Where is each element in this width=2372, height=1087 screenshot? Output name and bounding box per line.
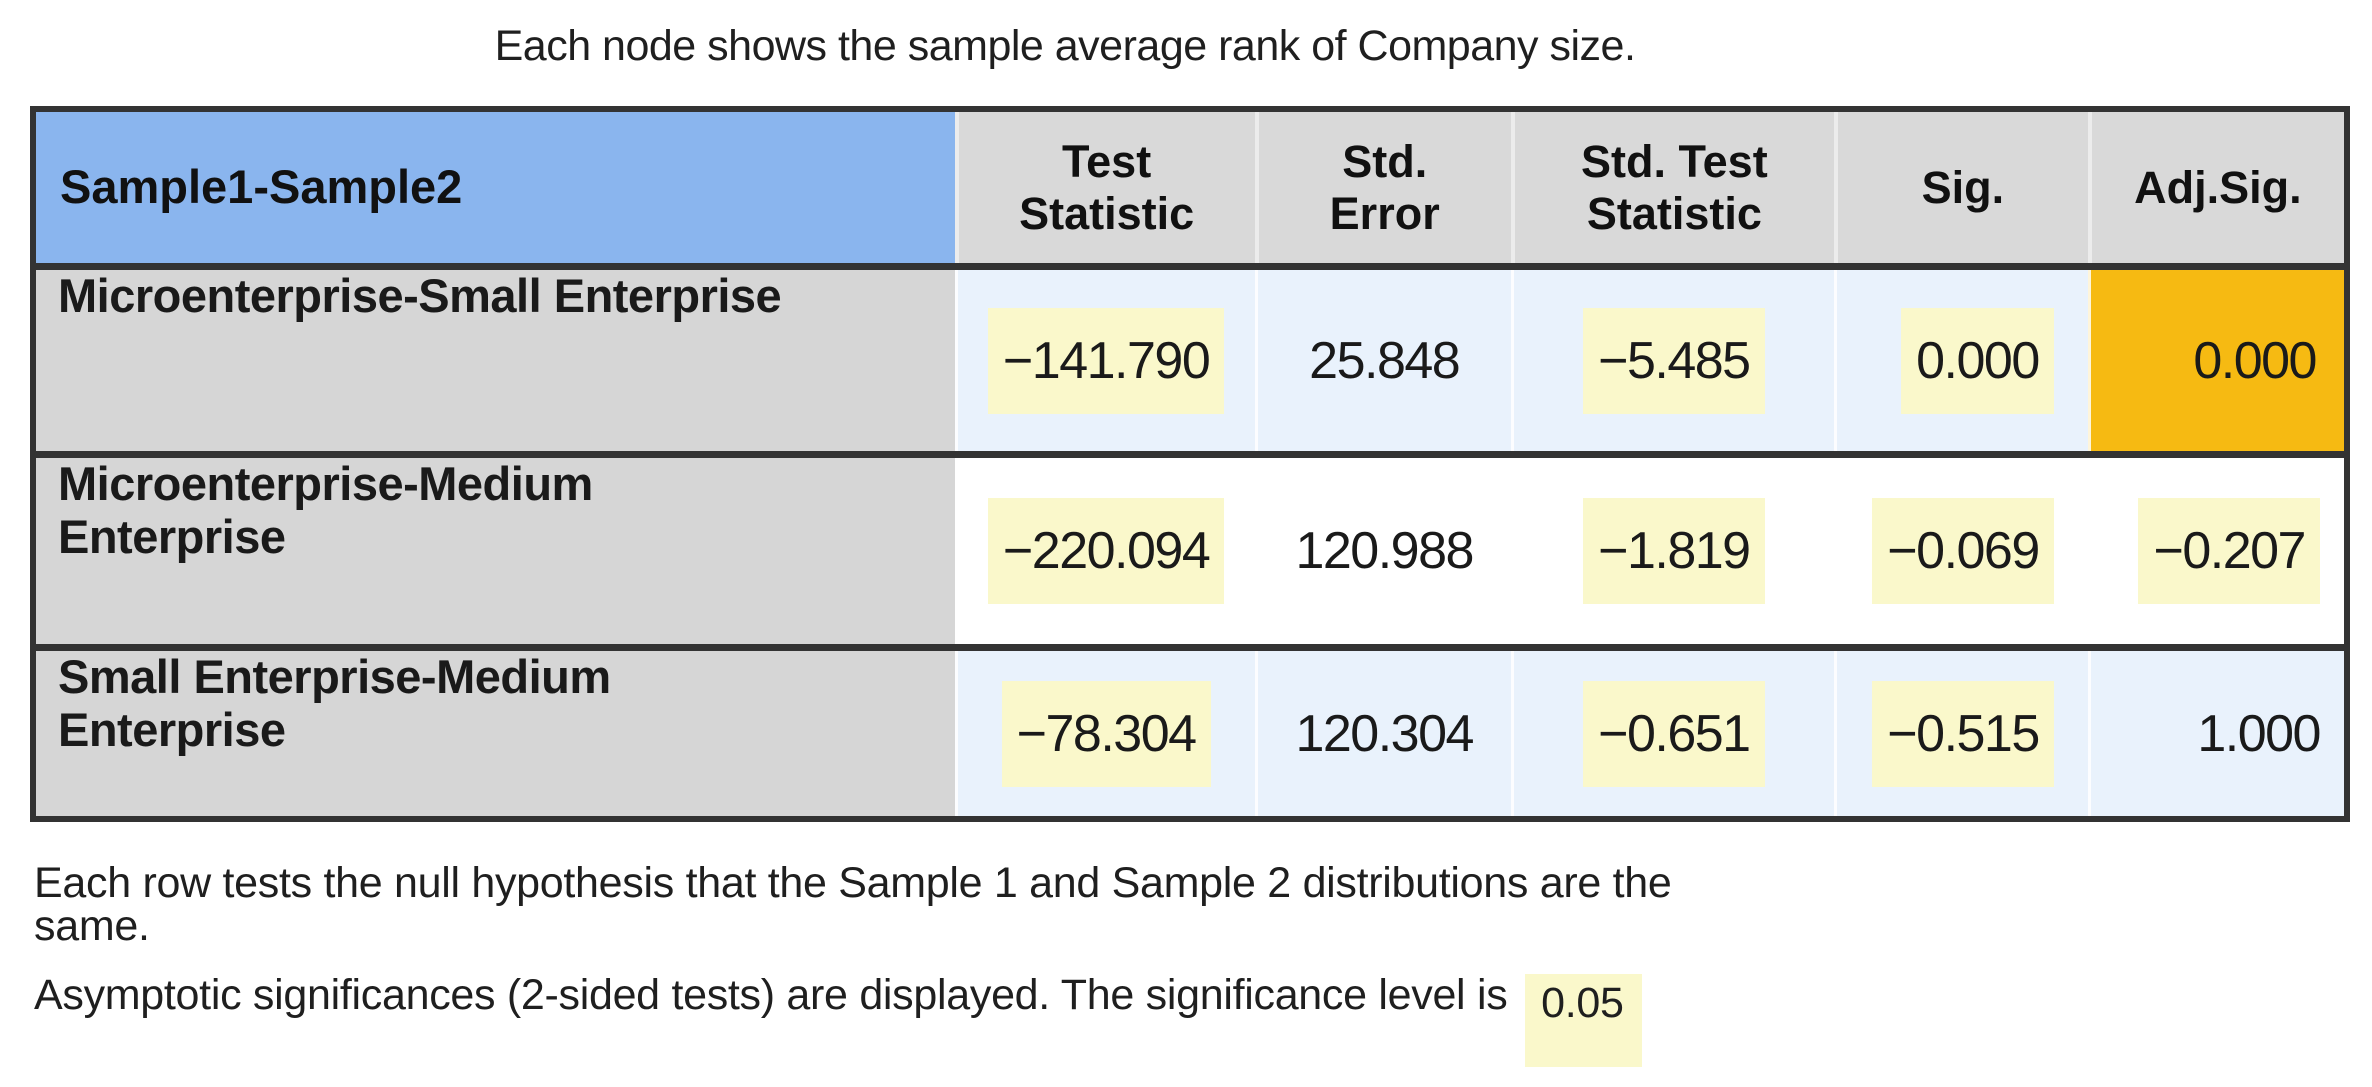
value-adj-sig: −0.207 xyxy=(2087,458,2344,644)
pairwise-comparisons-table: Sample1-Sample2 Test Statistic Std. Erro… xyxy=(30,106,2350,822)
header-label: Statistic xyxy=(1586,187,1762,239)
header-sig: Sig. xyxy=(1833,112,2088,263)
row-label: Microenterprise-Small Enterprise xyxy=(36,270,955,451)
highlighted-value: −1.819 xyxy=(1583,498,1765,604)
plain-value: 1.000 xyxy=(2197,704,2321,763)
table-row: Microenterprise-Small Enterprise −141.79… xyxy=(36,263,2344,451)
footnote-line: Asymptotic significances (2-sided tests)… xyxy=(34,974,2354,1067)
value-std-error: 120.304 xyxy=(1254,651,1511,816)
header-std-test-statistic: Std. Test Statistic xyxy=(1510,112,1834,263)
row-label-line: Microenterprise-Small Enterprise xyxy=(58,270,782,322)
footnote-line: same. xyxy=(34,902,150,950)
plain-value: 120.988 xyxy=(1295,522,1474,580)
header-label: Error xyxy=(1329,187,1440,239)
highlighted-value: −0.515 xyxy=(1872,680,2054,787)
plain-value: 0.000 xyxy=(2193,331,2317,390)
header-label: Statistic xyxy=(1019,187,1195,239)
table-row: Microenterprise-Medium Enterprise −220.0… xyxy=(36,451,2344,644)
highlighted-value: −141.790 xyxy=(987,307,1225,414)
header-sample1-sample2: Sample1-Sample2 xyxy=(36,112,955,263)
highlighted-value: −220.094 xyxy=(987,498,1225,604)
header-test-statistic: Test Statistic xyxy=(954,112,1255,263)
row-label-line: Small Enterprise-Medium xyxy=(58,651,611,703)
table-footnotes: Each row tests the null hypothesis that … xyxy=(34,862,2354,1067)
header-std-error: Std. Error xyxy=(1254,112,1511,263)
table-row: Small Enterprise-Medium Enterprise −78.3… xyxy=(36,644,2344,816)
highlighted-value: −0.651 xyxy=(1583,680,1765,787)
value-std-test-statistic: −1.819 xyxy=(1510,458,1834,644)
value-adj-sig-orange: 0.000 xyxy=(2087,270,2344,451)
header-label: Std. xyxy=(1342,135,1428,187)
row-label-line: Microenterprise-Medium xyxy=(58,458,593,510)
header-label: Test xyxy=(1062,135,1152,187)
row-label-line: Enterprise xyxy=(58,509,286,563)
value-adj-sig: 1.000 xyxy=(2087,651,2344,816)
value-test-statistic: −220.094 xyxy=(954,458,1255,644)
row-label: Small Enterprise-Medium Enterprise xyxy=(36,651,955,816)
header-label: Std. Test xyxy=(1581,135,1768,187)
value-sig: 0.000 xyxy=(1833,270,2088,451)
value-test-statistic: −78.304 xyxy=(954,651,1255,816)
significance-level-highlight: 0.05 xyxy=(1525,974,1642,1067)
table-caption: Each node shows the sample average rank … xyxy=(494,22,1636,70)
header-label: Sample1-Sample2 xyxy=(60,160,463,214)
value-std-error: 25.848 xyxy=(1254,270,1511,451)
highlighted-value: −78.304 xyxy=(1001,680,1211,787)
value-sig: −0.515 xyxy=(1833,651,2088,816)
plain-value: 25.848 xyxy=(1309,331,1461,390)
table-header-row: Sample1-Sample2 Test Statistic Std. Erro… xyxy=(36,112,2344,263)
value-std-test-statistic: −5.485 xyxy=(1510,270,1834,451)
footnote-text: Asymptotic significances (2-sided tests)… xyxy=(34,971,1508,1019)
header-label: Adj.Sig. xyxy=(2134,161,2302,213)
header-adj-sig: Adj.Sig. xyxy=(2087,112,2344,263)
value-test-statistic: −141.790 xyxy=(954,270,1255,451)
header-label: Sig. xyxy=(1921,161,2005,213)
highlighted-value: −0.207 xyxy=(2138,498,2320,604)
value-std-error: 120.988 xyxy=(1254,458,1511,644)
value-std-test-statistic: −0.651 xyxy=(1510,651,1834,816)
highlighted-value: 0.000 xyxy=(1901,307,2054,414)
row-label: Microenterprise-Medium Enterprise xyxy=(36,458,955,644)
highlighted-value: −0.069 xyxy=(1872,498,2054,604)
value-sig: −0.069 xyxy=(1833,458,2088,644)
footnote-line: Each row tests the null hypothesis that … xyxy=(34,859,1672,907)
highlighted-value: −5.485 xyxy=(1583,307,1765,414)
plain-value: 120.304 xyxy=(1295,704,1474,763)
row-label-line: Enterprise xyxy=(58,702,286,756)
